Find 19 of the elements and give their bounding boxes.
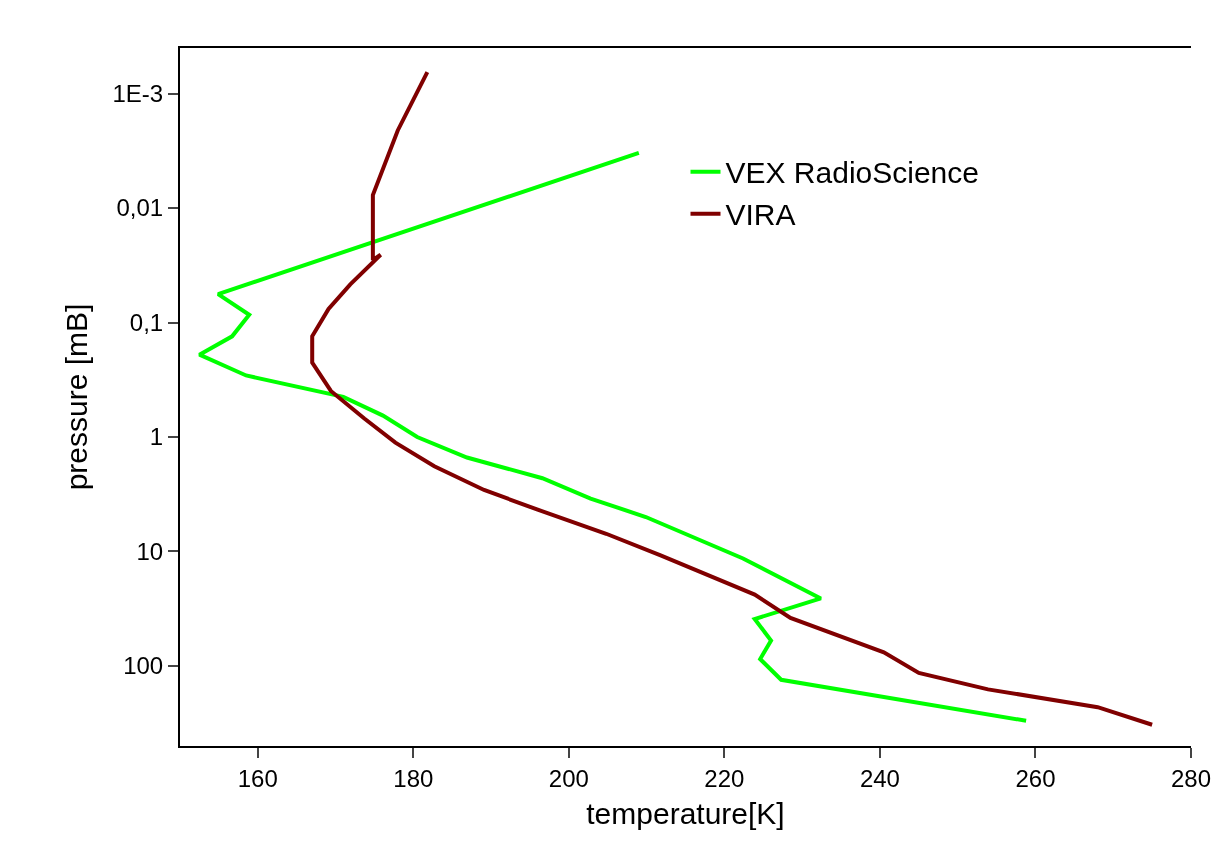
x-tick-label: 240 [859,764,900,792]
y-tick-label: 100 [123,652,164,680]
line-series [310,70,1155,727]
y-tick-label: 0,01 [116,194,164,222]
line-series [197,150,1029,723]
y-tick-label: 10 [136,537,164,565]
x-axis-title: temperature[K] [586,796,785,830]
y-axis-title: pressure [mB] [60,303,93,491]
legend-label: VEX RadioScience [725,156,979,190]
y-tick-label: 1 [149,423,164,451]
x-tick-label: 160 [237,764,278,792]
y-tick-label: 0,1 [129,308,164,336]
x-tick-label: 280 [1170,764,1212,792]
x-tick-label: 180 [393,764,434,792]
x-tick-label: 220 [704,764,745,792]
x-tick-label: 200 [548,764,589,792]
x-tick-label: 260 [1015,764,1056,792]
y-tick-label: 1E-3 [112,79,164,107]
legend-label: VIRA [725,198,796,232]
